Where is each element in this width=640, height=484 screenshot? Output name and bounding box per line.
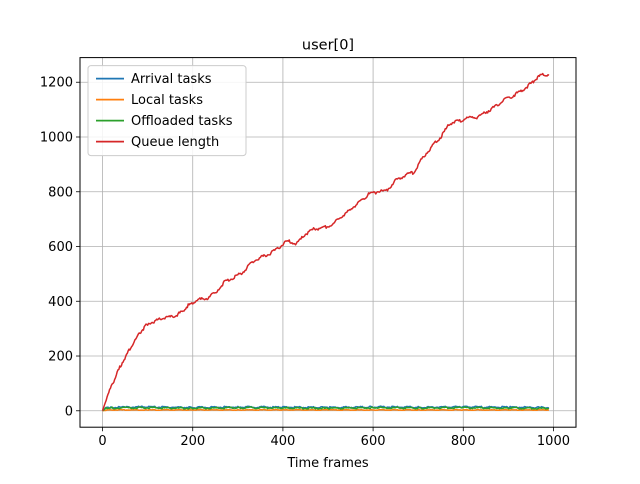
legend: Arrival tasks Local tasks Offloaded tasks Q… — [87, 65, 247, 157]
series-line-queue-length — [101, 72, 550, 412]
legend-box — [87, 65, 247, 157]
x-tick-label: 800 — [451, 434, 476, 449]
y-tick-label: 800 — [48, 185, 73, 200]
y-tick-label: 1000 — [40, 130, 73, 145]
legend-label: Queue length — [131, 135, 219, 150]
legend-label: Arrival tasks — [131, 72, 212, 87]
x-tick-label: 0 — [98, 434, 106, 449]
legend-label: Local tasks — [131, 93, 203, 108]
y-tick-label: 600 — [48, 240, 73, 255]
x-tick-label: 600 — [361, 434, 386, 449]
y-tick-label: 1200 — [40, 76, 73, 91]
series-lines — [101, 72, 550, 412]
x-tick-label: 1000 — [537, 434, 570, 449]
series-line-offloaded-tasks — [102, 406, 550, 412]
x-axis-label: Time frames — [286, 456, 368, 471]
chart-title: user[0] — [302, 38, 354, 54]
axis-ticks: 0 200 400 600 800 1000 0 200 400 600 800 1000 1200 — [40, 76, 570, 449]
y-tick-label: 200 — [48, 350, 73, 365]
grid-lines — [80, 57, 576, 428]
series-line-local-tasks — [102, 408, 550, 412]
x-tick-label: 400 — [270, 434, 295, 449]
x-tick-label: 200 — [180, 434, 205, 449]
legend-label: Offloaded tasks — [131, 114, 233, 129]
plot-area-frame — [79, 57, 577, 428]
y-tick-label: 400 — [48, 295, 73, 310]
y-tick-label: 0 — [65, 404, 73, 419]
